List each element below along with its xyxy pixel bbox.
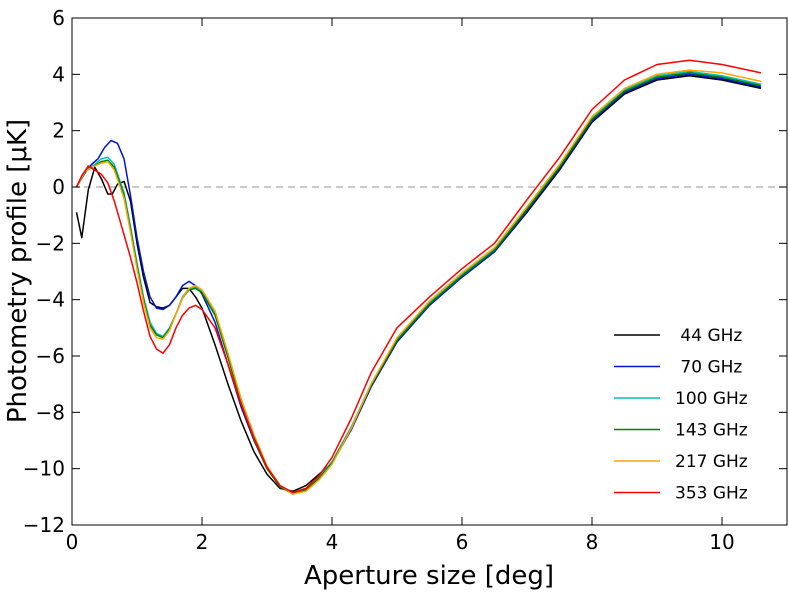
x-axis-label: Aperture size [deg] [304,561,554,591]
plot-frame [71,17,788,526]
x-axis-ticks: 0 2 4 6 8 10 [66,18,735,554]
series-line-143-ghz [75,72,762,495]
x-tick-label: 8 [586,530,599,554]
series-lines [75,59,762,495]
y-tick-label: 2 [52,119,65,143]
plot-area [71,17,788,526]
y-tick-label: −4 [36,288,65,312]
x-tick-label: 2 [196,530,209,554]
legend: 44 GHz 70 GHz 100 GHz 143 GHz 217 GHz 353 GH… [614,326,748,504]
y-tick-label: −8 [36,400,65,424]
y-tick-label: 0 [52,175,65,199]
legend-label: 353 GHz [675,484,748,504]
y-tick-label: −12 [23,513,65,537]
legend-label: 100 GHz [675,389,748,409]
y-tick-label: −10 [23,457,65,481]
legend-label: 217 GHz [675,452,748,472]
y-axis-label: Photometry profile [μK] [3,119,33,423]
y-tick-label: 4 [52,62,65,86]
series-line-217-ghz [75,69,762,495]
legend-label: 143 GHz [675,421,748,441]
y-tick-label: −2 [36,231,65,255]
x-tick-label: 0 [66,530,79,554]
x-tick-label: 4 [326,530,339,554]
series-line-353-ghz [75,59,762,494]
y-axis-ticks: −12 −10 −8 −6 −4 −2 0 2 4 6 [23,6,787,537]
x-tick-label: 10 [709,530,734,554]
y-tick-label: 6 [52,6,65,30]
legend-label: 70 GHz [675,358,742,378]
x-tick-label: 6 [456,530,469,554]
y-tick-label: −6 [36,344,65,368]
legend-label: 44 GHz [675,326,742,346]
